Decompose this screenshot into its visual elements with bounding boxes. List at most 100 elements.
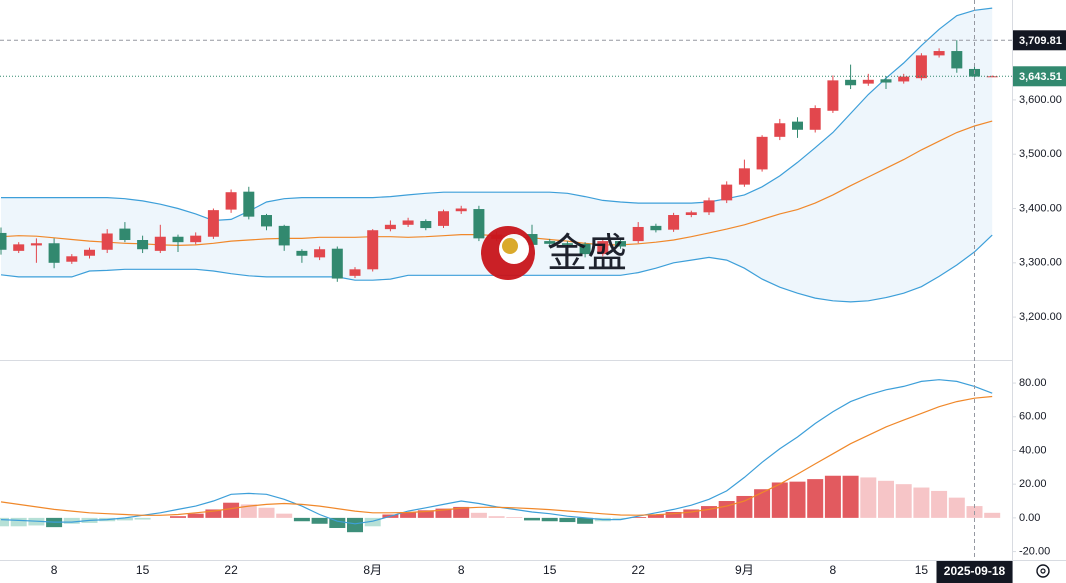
- histogram-bar: [276, 513, 293, 518]
- x-tick-label: 15: [136, 563, 150, 577]
- histogram-bar: [205, 509, 222, 518]
- y-tick-label: -20.00: [1019, 545, 1050, 557]
- indicator-line: [0, 395, 993, 516]
- settings-gear[interactable]: [1036, 564, 1050, 578]
- crosshair-price-box: [1013, 30, 1066, 51]
- candle-body: [101, 233, 113, 250]
- candle-body: [792, 121, 803, 130]
- histogram-bar: [0, 517, 9, 527]
- histogram-bar: [771, 482, 788, 518]
- histogram-bar: [842, 475, 859, 518]
- candle-body: [438, 211, 449, 226]
- candle-body: [172, 236, 184, 243]
- y-tick-label: 3,400.00: [1019, 202, 1062, 214]
- candle-body: [402, 220, 414, 225]
- candle-body: [561, 243, 573, 245]
- settings-hub[interactable]: [1040, 568, 1046, 574]
- histogram-bar: [134, 517, 151, 520]
- settings-icon[interactable]: [1036, 564, 1050, 578]
- histogram-bar: [701, 506, 717, 518]
- candle-body: [420, 220, 432, 229]
- histogram-bar: [170, 516, 186, 518]
- candle-body: [933, 51, 945, 56]
- histogram-bar: [311, 517, 328, 524]
- histogram-bar: [329, 517, 346, 528]
- candle-body: [66, 256, 78, 262]
- histogram-bar: [258, 507, 275, 518]
- candle-body: [84, 249, 95, 256]
- histogram-bar: [683, 509, 700, 518]
- candle-body: [30, 243, 42, 246]
- histogram-bar: [435, 508, 452, 518]
- candle-body: [809, 108, 821, 130]
- candle-body: [632, 226, 644, 242]
- candle-body: [951, 51, 963, 69]
- y-tick-label: 40.00: [1019, 444, 1047, 456]
- y-tick-label: 60.00: [1019, 411, 1047, 423]
- candle-body: [845, 79, 857, 86]
- histogram-bar: [647, 514, 664, 518]
- candle-body: [650, 225, 662, 231]
- crosshair-date-label: 2025-09-18: [944, 564, 1006, 578]
- candle-body: [915, 55, 927, 79]
- candle-body: [668, 215, 680, 230]
- histogram-bar: [559, 517, 576, 523]
- last-price-box: [1013, 66, 1066, 87]
- candle-body: [314, 249, 326, 258]
- candle-body: [756, 136, 768, 170]
- histogram-bar: [63, 517, 80, 524]
- candle-body: [48, 243, 60, 263]
- candle-body: [119, 228, 131, 240]
- candle-body: [473, 209, 485, 239]
- last-price-label: 3,643.51: [1019, 71, 1062, 83]
- candle-body: [0, 232, 7, 250]
- histogram-bar: [488, 516, 505, 518]
- candle-body: [137, 240, 149, 250]
- crosshair-price-label: 3,709.81: [1019, 35, 1062, 47]
- histogram-bar: [347, 517, 363, 533]
- histogram-bar: [10, 517, 27, 527]
- x-tick-label: 9月: [735, 563, 754, 577]
- x-tick-label: 22: [224, 563, 238, 577]
- logo-coin: [502, 238, 518, 254]
- candle-body: [243, 191, 255, 217]
- y-tick-label: 3,300.00: [1019, 257, 1062, 269]
- band-fill: [1, 8, 993, 302]
- watermark: 金盛: [481, 226, 627, 280]
- histogram-bar: [293, 517, 310, 522]
- candle-body: [455, 208, 467, 212]
- x-tick-label: 8月: [363, 563, 382, 577]
- candle-body: [579, 243, 591, 255]
- histogram-bar: [223, 502, 240, 518]
- histogram-bar: [754, 489, 771, 518]
- candle-body: [278, 225, 290, 246]
- histogram-bar: [240, 504, 257, 518]
- y-tick-label: 3,500.00: [1019, 148, 1062, 160]
- candle-body: [738, 168, 750, 185]
- histogram-bar: [417, 510, 434, 518]
- candle-body: [384, 224, 396, 230]
- candle-body: [331, 248, 343, 279]
- histogram-bar: [400, 511, 417, 518]
- x-tick-label: 8: [51, 563, 58, 577]
- histogram-bar: [116, 517, 133, 521]
- candle-body: [615, 241, 626, 247]
- histogram-bar: [541, 517, 558, 522]
- candle-body: [261, 215, 272, 227]
- histogram-bar: [612, 517, 629, 519]
- histogram-bar: [453, 506, 470, 518]
- histogram-bar: [665, 511, 682, 518]
- candle-body: [367, 230, 379, 270]
- histogram-bar: [718, 501, 735, 518]
- candle-body: [986, 76, 998, 78]
- histogram-bar: [187, 513, 204, 518]
- histogram-bar: [630, 517, 647, 518]
- candle-body: [13, 244, 25, 251]
- indicator-line: [1, 7, 993, 222]
- y-tick-label: 80.00: [1019, 377, 1047, 389]
- candle-body: [225, 192, 237, 210]
- candle-body: [597, 241, 609, 255]
- candle-body: [703, 200, 715, 213]
